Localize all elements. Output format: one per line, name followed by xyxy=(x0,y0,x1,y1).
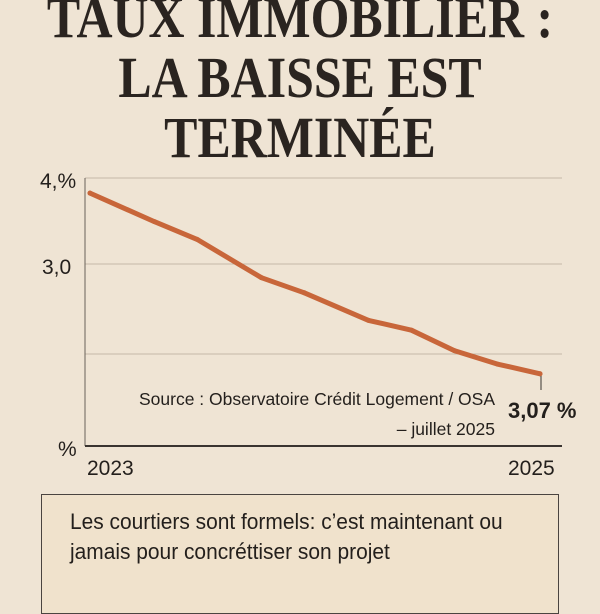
data-point xyxy=(494,361,500,367)
x-tick-2023: 2023 xyxy=(87,457,134,480)
headline-line-1: TAUX IMMOBILIER : xyxy=(46,0,554,50)
data-point xyxy=(194,236,200,242)
headline: TAUX IMMOBILIER : LA BAISSE EST TERMINÉE xyxy=(0,0,600,168)
data-point xyxy=(366,317,372,323)
y-tick-3: 3,0 xyxy=(42,256,71,279)
data-point xyxy=(408,327,414,333)
rate-line-chart: 4,% 3,0 % 2023 2025 Source : Observatoir… xyxy=(40,170,577,480)
headline-line-3: TERMINÉE xyxy=(164,105,436,170)
callout-box: Les courtiers sont formels: c’est mainte… xyxy=(41,494,559,614)
headline-line-2: LA BAISSE EST xyxy=(118,45,482,110)
data-point xyxy=(151,219,157,225)
x-tick-2025: 2025 xyxy=(508,457,555,480)
source-line-1: Source : Observatoire Crédit Logement / … xyxy=(139,389,495,409)
y-tick-bottom: % xyxy=(58,438,77,461)
data-point xyxy=(301,290,307,296)
source-line-2: – juillet 2025 xyxy=(397,419,495,439)
callout-text: Les courtiers sont formels: c’est mainte… xyxy=(70,509,503,564)
last-value-label: 3,07 % xyxy=(508,398,577,423)
data-point xyxy=(87,190,93,196)
series-line xyxy=(87,190,543,377)
y-tick-4: 4,% xyxy=(40,170,76,193)
data-point xyxy=(537,371,543,377)
data-point xyxy=(451,348,457,354)
data-point xyxy=(258,275,264,281)
